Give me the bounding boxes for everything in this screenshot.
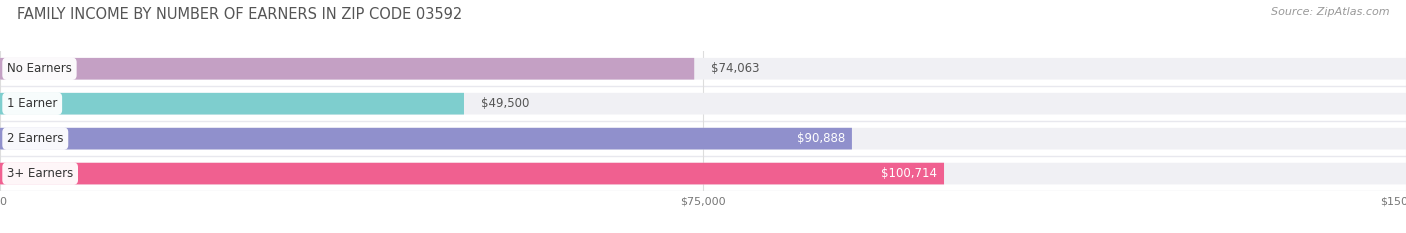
FancyBboxPatch shape (0, 128, 1406, 150)
Text: Source: ZipAtlas.com: Source: ZipAtlas.com (1271, 7, 1389, 17)
Text: FAMILY INCOME BY NUMBER OF EARNERS IN ZIP CODE 03592: FAMILY INCOME BY NUMBER OF EARNERS IN ZI… (17, 7, 463, 22)
Text: 3+ Earners: 3+ Earners (7, 167, 73, 180)
FancyBboxPatch shape (0, 163, 943, 185)
FancyBboxPatch shape (0, 93, 1406, 115)
FancyBboxPatch shape (0, 128, 852, 150)
Text: $100,714: $100,714 (882, 167, 936, 180)
Text: No Earners: No Earners (7, 62, 72, 75)
Text: 1 Earner: 1 Earner (7, 97, 58, 110)
FancyBboxPatch shape (0, 58, 1406, 80)
Text: $49,500: $49,500 (481, 97, 529, 110)
Text: 2 Earners: 2 Earners (7, 132, 63, 145)
Text: $74,063: $74,063 (711, 62, 759, 75)
FancyBboxPatch shape (0, 58, 695, 80)
FancyBboxPatch shape (0, 163, 1406, 185)
Text: $90,888: $90,888 (797, 132, 845, 145)
FancyBboxPatch shape (0, 93, 464, 115)
